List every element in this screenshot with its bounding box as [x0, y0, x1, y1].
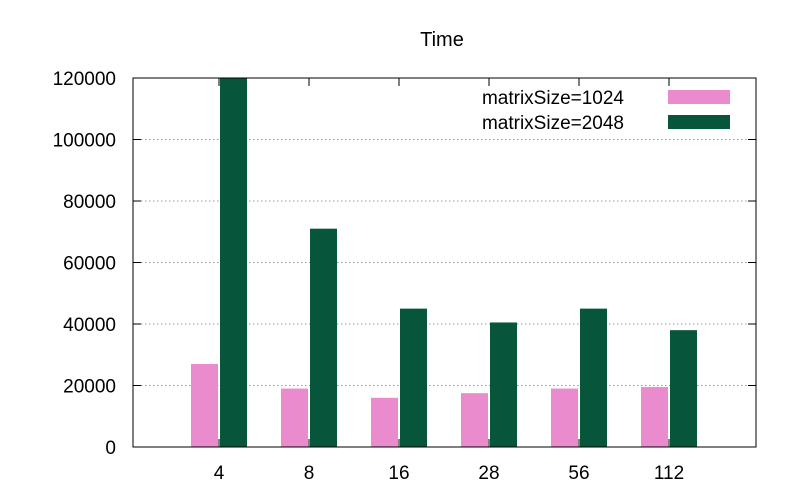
bar-matrix-2048-56 — [580, 308, 607, 447]
x-tick-label: 28 — [478, 463, 499, 484]
bar-matrix-2048-8 — [310, 228, 337, 447]
bar-matrix-2048-28 — [490, 322, 517, 447]
bar-matrix-2048-4 — [220, 78, 247, 447]
bar-matrix-2048-112 — [670, 330, 697, 447]
chart-title: Time — [420, 29, 464, 51]
x-tick-label: 16 — [388, 463, 409, 484]
y-tick-label: 80000 — [63, 192, 116, 213]
bar-matrix-1024-56 — [551, 388, 578, 447]
legend-swatch — [668, 90, 730, 104]
bar-matrix-1024-4 — [191, 363, 218, 447]
legend: matrixSize=1024 matrixSize=2048 — [482, 88, 730, 134]
y-tick-label: 100000 — [53, 131, 116, 152]
bar-matrix-1024-28 — [461, 393, 488, 447]
ticks-layer: 0 20000 40000 60000 80000 100000 120000 4 8 16 28 5… — [53, 69, 756, 484]
y-tick-label: 0 — [105, 438, 116, 459]
legend-swatch — [668, 115, 730, 129]
legend-label: matrixSize=2048 — [482, 113, 624, 134]
bar-matrix-2048-16 — [400, 308, 427, 447]
legend-label: matrixSize=1024 — [482, 88, 624, 109]
bars-layer — [191, 78, 697, 447]
y-tick-label: 120000 — [53, 69, 116, 90]
y-tick-label: 20000 — [63, 377, 116, 398]
x-tick-label: 112 — [654, 463, 684, 484]
bar-matrix-1024-112 — [641, 387, 668, 447]
x-tick-label: 4 — [214, 463, 225, 484]
bar-matrix-1024-8 — [281, 388, 308, 447]
bar-matrix-1024-16 — [371, 397, 398, 447]
y-tick-label: 60000 — [63, 254, 116, 275]
x-tick-label: 8 — [304, 463, 315, 484]
x-tick-label: 56 — [568, 463, 589, 484]
y-tick-label: 40000 — [63, 315, 116, 336]
